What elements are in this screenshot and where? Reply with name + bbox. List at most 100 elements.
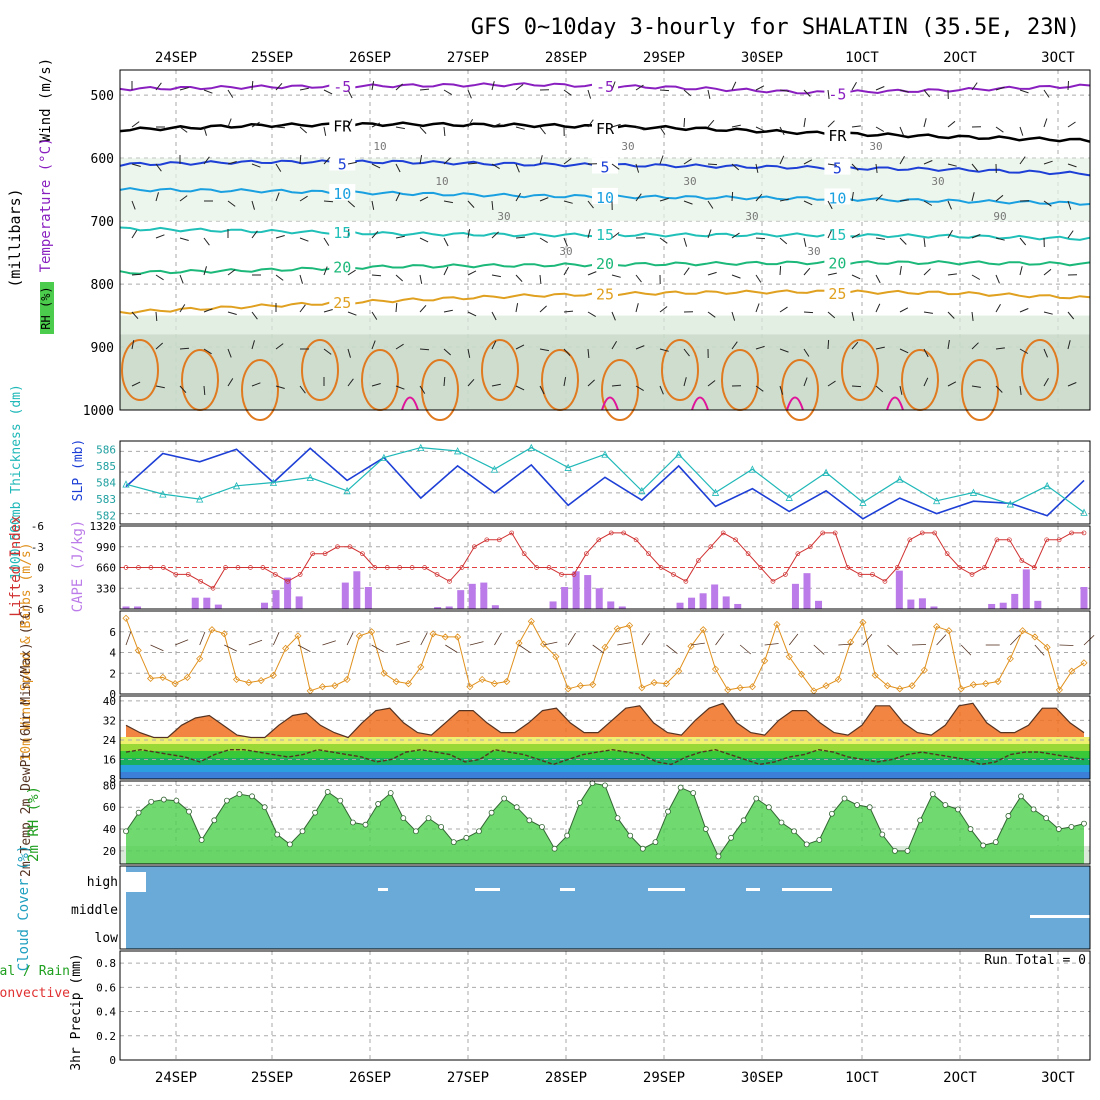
wind-barb (467, 89, 472, 99)
rh-marker (501, 795, 508, 802)
wind-barb (707, 200, 714, 209)
li-marker (521, 551, 527, 557)
wind-barb (1019, 385, 1022, 395)
cloud-gap (782, 888, 832, 891)
wind-barb (347, 118, 353, 128)
wind-barb (203, 385, 206, 396)
date-label-top: 30SEP (741, 50, 783, 66)
wind-barb (1067, 121, 1076, 128)
wind-barb (971, 311, 974, 321)
cape-bar (722, 596, 730, 609)
li-marker (1081, 530, 1087, 536)
rh-marker (892, 847, 898, 854)
precip-ylabel: 3hr Precip (mm) (69, 953, 84, 1070)
wind-speed-marker (478, 675, 486, 684)
wind-barb (707, 229, 712, 239)
wind-barb (683, 158, 692, 165)
wind-barb (611, 311, 616, 321)
wind-barb (131, 311, 139, 320)
wind-barb (779, 348, 789, 353)
wind-barb (563, 310, 574, 313)
wind-barb (419, 155, 423, 165)
wind-barb (971, 385, 981, 388)
wind-barb (539, 274, 542, 285)
wind-barb (587, 379, 595, 387)
li-marker (944, 551, 950, 557)
wind-barb (179, 385, 187, 394)
wind-barb (419, 304, 427, 313)
wind-barb (1019, 89, 1029, 94)
wind-barb (803, 311, 814, 314)
date-label-bottom: 30SEP (741, 1070, 783, 1086)
wind-barb (395, 235, 405, 239)
wind-barb (923, 118, 927, 128)
wind10m-barb (813, 644, 825, 655)
wind-speed-marker (576, 682, 585, 690)
wind-barb (179, 274, 184, 284)
cape-bar (803, 573, 811, 609)
li-marker (496, 537, 502, 543)
rh-fill (126, 783, 1084, 864)
wind-speed-marker (859, 618, 867, 626)
wind-barb (587, 89, 592, 99)
wind-barb (611, 341, 618, 350)
thickness-marker (822, 468, 830, 476)
wind-barb (323, 266, 328, 276)
wind-barb (707, 163, 718, 166)
rh-marker (362, 821, 369, 828)
wind-barb (995, 194, 1004, 202)
rh-marker (942, 802, 949, 808)
thickness-marker (564, 463, 572, 471)
li-marker (907, 537, 913, 543)
dewpt-line (125, 748, 1085, 766)
wind-barb (659, 385, 664, 395)
wind-barb (1067, 80, 1069, 91)
wind-barb (611, 384, 622, 387)
wind-speed-marker (797, 670, 806, 678)
isotherm-label-bg (824, 188, 851, 205)
upper-temp-legend: Temperature (°C) (38, 138, 54, 273)
rh-marker (236, 791, 243, 798)
rh-marker (249, 793, 255, 800)
thickness-marker (453, 447, 462, 455)
wind-barb (371, 340, 376, 350)
temp-tick: 32 (103, 714, 116, 727)
li-marker (583, 551, 589, 557)
wind-barb (803, 267, 811, 276)
wind-barb (923, 377, 929, 387)
rh-marker (450, 839, 457, 846)
isotherm-label: FR (828, 127, 847, 145)
wind-barb (515, 236, 526, 239)
wind-speed-marker (748, 683, 756, 691)
wind-barb (179, 87, 189, 91)
wind-barb (947, 311, 955, 319)
wind-barb (659, 89, 670, 92)
li-marker (608, 530, 614, 536)
wind-barb (731, 274, 741, 279)
wind-barb (371, 163, 381, 169)
wind-barb (371, 122, 381, 128)
li-marker (795, 551, 801, 557)
wind-barb (803, 200, 813, 206)
wind-barb (995, 86, 1005, 91)
wind-barb (179, 126, 188, 133)
chart-title: GFS 0~10day 3-hourly for SHALATIN (35.5E… (471, 15, 1080, 40)
li-marker (919, 530, 925, 536)
wind-barb (827, 163, 837, 166)
wind-barb (323, 126, 327, 136)
li-marker (621, 530, 627, 536)
temp-fill (126, 703, 1084, 738)
precip-tick: 0.2 (96, 1030, 116, 1043)
wind-barb (755, 385, 764, 392)
bl-hot-contour (786, 396, 804, 411)
cape-bar (468, 583, 476, 609)
isotherm-label-bg (329, 292, 356, 309)
li-marker (372, 565, 378, 570)
wind10m-barb (420, 632, 428, 646)
wind10m-barb (248, 639, 263, 646)
wind-barb (203, 308, 213, 313)
wind-speed-marker (625, 621, 634, 630)
panel-temp-border (119, 695, 1091, 780)
rh-marker (665, 808, 671, 815)
